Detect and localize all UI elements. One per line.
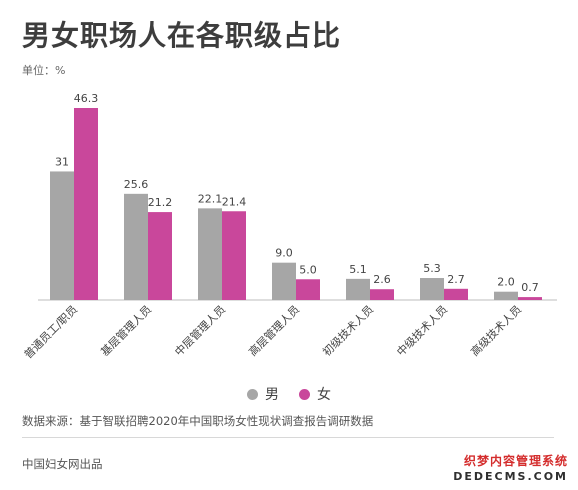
legend-item-male: 男 <box>247 384 279 404</box>
data-label-female-2: 21.4 <box>222 195 247 208</box>
bar-male-3 <box>272 262 296 300</box>
category-label-2: 中层管理人员 <box>172 302 229 359</box>
watermark-line-1: 织梦内容管理系统 <box>463 454 568 468</box>
data-label-female-0: 46.3 <box>74 92 99 105</box>
category-label-5: 中级技术人员 <box>394 303 450 359</box>
category-label-0: 普通员工/职员 <box>21 302 80 361</box>
bar-female-3 <box>296 279 320 300</box>
publisher-credit: 中国妇女网出品 <box>22 457 103 471</box>
bar-male-2 <box>198 208 222 300</box>
data-label-female-4: 2.6 <box>373 273 391 286</box>
data-label-female-6: 0.7 <box>521 281 539 294</box>
legend-label-male: 男 <box>265 387 279 403</box>
chart-title: 男女职场人在各职级占比 <box>22 19 342 52</box>
bar-male-6 <box>494 291 518 300</box>
bar-male-0 <box>50 171 74 300</box>
legend-swatch-female <box>299 388 310 400</box>
bar-chart: 31 46.3 普通员工/职员 25.6 21.2 基层管理人员 22.1 21.4 中层管理人… <box>21 92 557 361</box>
data-label-male-2: 22.1 <box>198 192 223 205</box>
bar-female-5 <box>444 288 468 300</box>
unit-label: 单位：% <box>22 64 66 77</box>
watermark: 织梦内容管理系统 DEDECMS.COM <box>453 454 568 484</box>
data-label-male-3: 9.0 <box>275 247 293 260</box>
bar-female-6 <box>518 297 542 300</box>
bar-female-1 <box>148 212 172 300</box>
legend: 男 女 <box>247 384 351 404</box>
divider <box>22 437 554 438</box>
data-label-female-3: 5.0 <box>299 263 317 276</box>
bar-female-0 <box>74 108 98 300</box>
bar-male-1 <box>124 193 148 300</box>
data-label-male-1: 25.6 <box>124 178 149 191</box>
bar-female-4 <box>370 289 394 300</box>
data-label-male-0: 31 <box>55 155 69 168</box>
bar-female-2 <box>222 211 246 300</box>
category-label-4: 初级技术人员 <box>320 302 377 359</box>
data-label-female-5: 2.7 <box>447 273 465 286</box>
legend-swatch-male <box>247 388 258 400</box>
legend-label-female: 女 <box>317 387 331 403</box>
category-label-3: 高层管理人员 <box>246 302 303 359</box>
data-label-female-1: 21.2 <box>148 196 173 209</box>
category-label-6: 高级技术人员 <box>468 302 525 359</box>
watermark-line-2: DEDECMS.COM <box>453 470 568 483</box>
data-label-male-5: 5.3 <box>423 262 441 275</box>
bar-male-4 <box>346 278 370 300</box>
data-label-male-6: 2.0 <box>497 276 515 289</box>
data-source: 数据来源：基于智联招聘2020年中国职场女性现状调查报告调研数据 <box>22 414 374 428</box>
category-label-1: 基层管理人员 <box>98 302 155 359</box>
legend-item-female: 女 <box>299 384 331 404</box>
bar-male-5 <box>420 278 444 300</box>
data-label-male-4: 5.1 <box>349 263 367 276</box>
